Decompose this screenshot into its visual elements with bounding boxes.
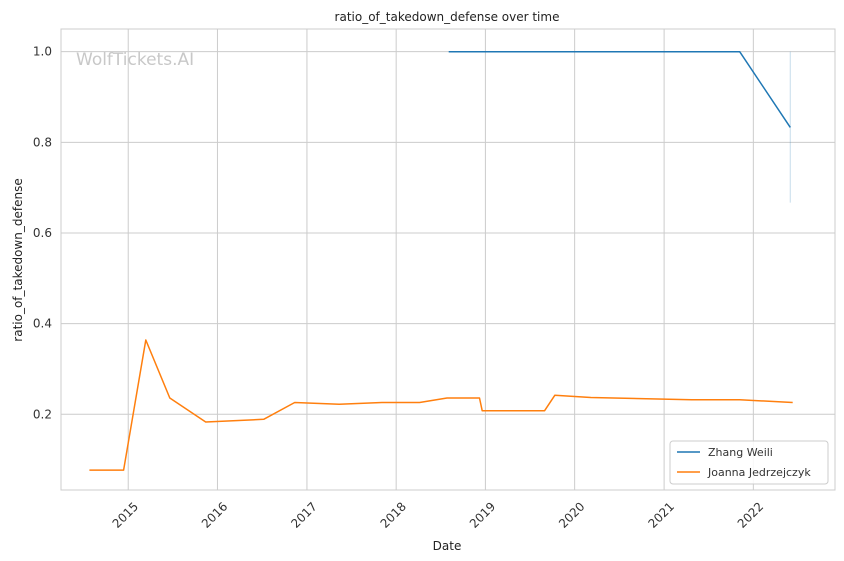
x-axis-title: Date (433, 539, 462, 553)
x-tick-label: 2020 (556, 499, 587, 530)
x-tick-label: 2016 (199, 499, 230, 530)
chart-title: ratio_of_takedown_defense over time (335, 10, 560, 24)
y-tick-label: 0.2 (33, 407, 52, 421)
y-tick-label: 0.8 (33, 135, 52, 149)
series-lines (89, 50, 793, 471)
y-axis-title: ratio_of_takedown_defense (11, 178, 25, 341)
series-line-0 (448, 50, 791, 128)
y-tick-label: 0.4 (33, 317, 52, 331)
grid (61, 29, 835, 490)
legend-box (669, 440, 829, 485)
legend-label-joanna-jedrzejczyk: Joanna Jedrzejczyk (707, 466, 811, 479)
x-tick-label: 2019 (467, 499, 498, 530)
y-tick-label: 0.6 (33, 226, 52, 240)
y-tick-label: 1.0 (33, 45, 52, 59)
legend-label-zhang-weili: Zhang Weili (708, 446, 773, 459)
x-tick-label: 2017 (288, 499, 319, 530)
plot-area (60, 28, 836, 491)
legend: Zhang Weili Joanna Jedrzejczyk (669, 440, 829, 485)
x-tick-label: 2021 (646, 499, 677, 530)
x-tick-label: 2015 (110, 499, 141, 530)
x-tick-label: 2022 (735, 499, 766, 530)
watermark-text: WolfTickets.AI (76, 50, 194, 70)
x-tick-label: 2018 (378, 499, 409, 530)
series-line-1 (89, 339, 793, 471)
